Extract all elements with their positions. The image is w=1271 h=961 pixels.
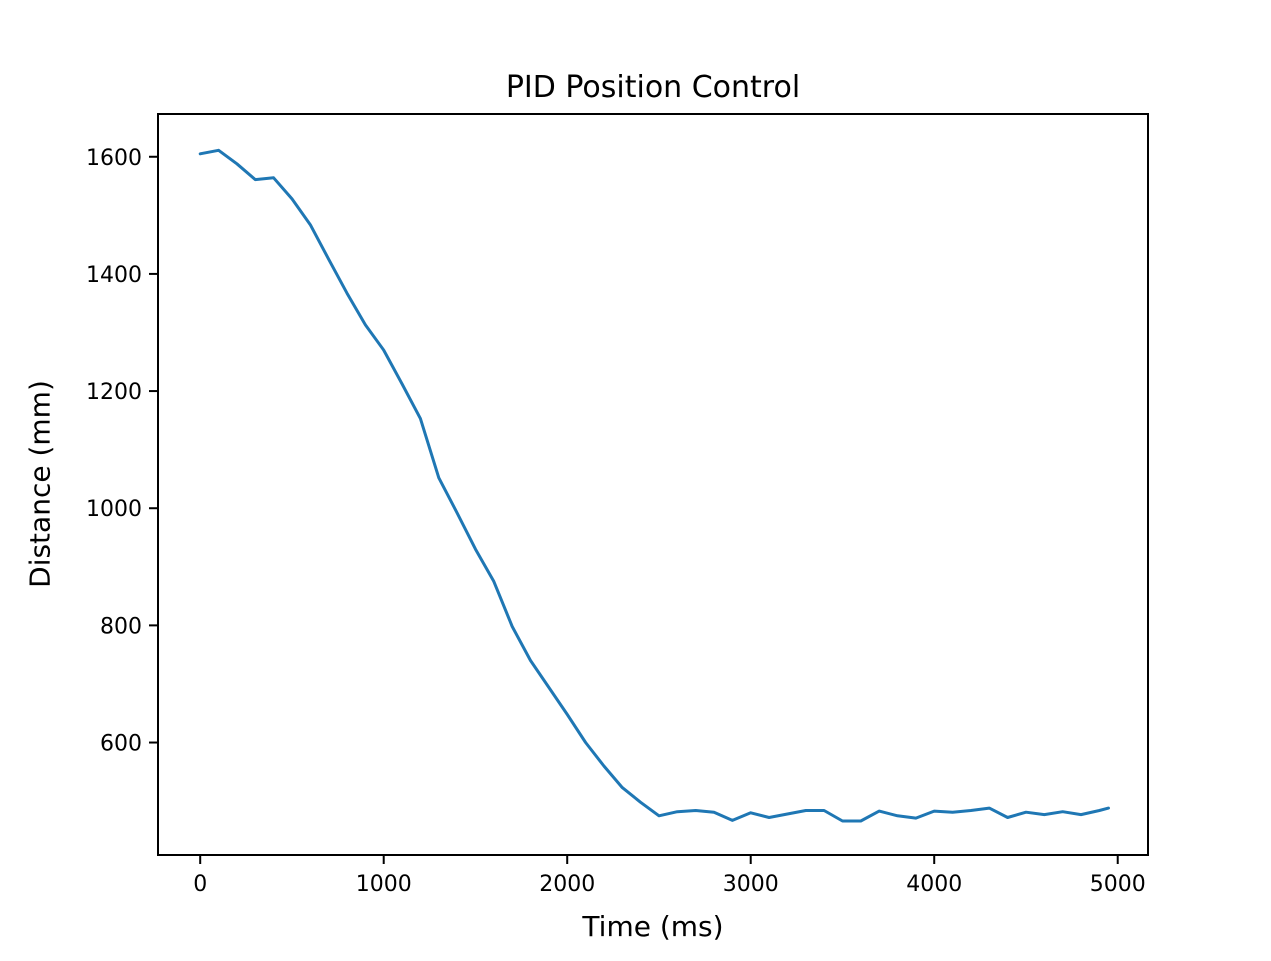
data-line: [198, 148, 1110, 823]
y-axis-label: Distance (mm): [23, 380, 57, 588]
x-tick-label: 4000: [906, 872, 962, 897]
y-tick-label: 1400: [86, 263, 142, 288]
x-tick-label: 3000: [723, 872, 779, 897]
x-tick-label: 1000: [356, 872, 412, 897]
axes-spines: [157, 113, 1149, 856]
y-tick-label: 800: [100, 614, 142, 639]
y-tick-label: 1000: [86, 497, 142, 522]
chart-title: PID Position Control: [505, 70, 801, 105]
x-tick-label: 5000: [1090, 872, 1146, 897]
y-tick-label: 1600: [86, 146, 142, 171]
y-tick-label: 1200: [86, 380, 142, 405]
y-tick-label: 600: [100, 732, 142, 757]
x-tick-label: 0: [193, 872, 207, 897]
x-axis-label: Time (ms): [582, 910, 724, 943]
x-tick-label: 2000: [539, 872, 595, 897]
